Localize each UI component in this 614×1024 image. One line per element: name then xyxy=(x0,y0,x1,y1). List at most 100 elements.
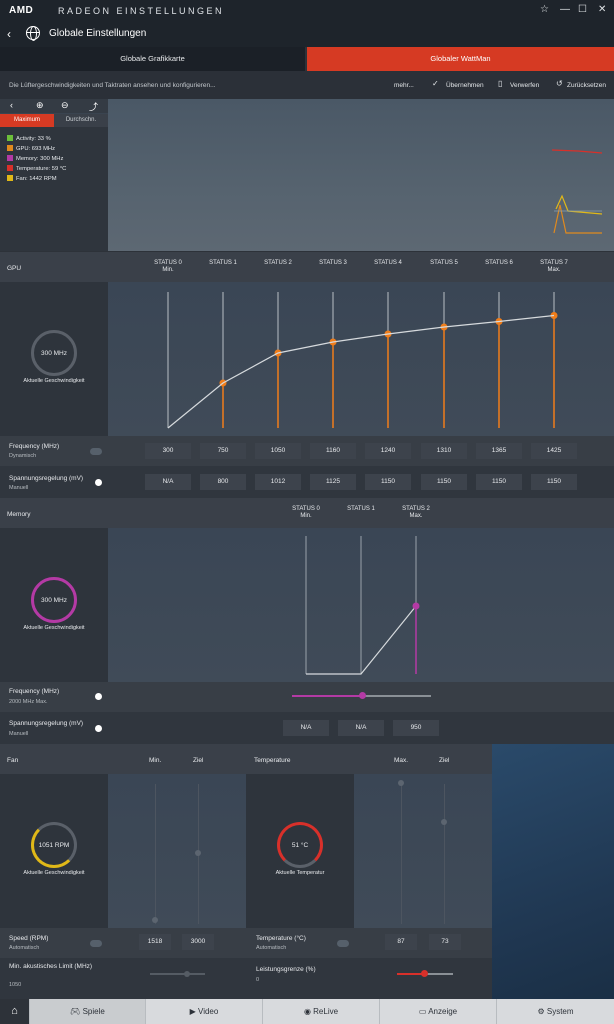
fan-min-value[interactable]: 1518 xyxy=(139,934,171,950)
gpu-freq-cell[interactable]: 1160 xyxy=(310,443,356,459)
nav-system[interactable]: ⚙ System xyxy=(537,1007,574,1016)
gpu-state-6: STATUS 6 xyxy=(485,260,513,266)
gpu-freq-cell[interactable]: 750 xyxy=(200,443,246,459)
fan-target-value[interactable]: 3000 xyxy=(182,934,214,950)
acoustic-limit-label: Min. akustisches Limit (MHz) xyxy=(9,963,93,970)
discard-icon[interactable]: ▯ xyxy=(498,79,503,88)
legend-activity[interactable]: Activity: 33 % xyxy=(7,135,51,142)
gpu-freq-cell[interactable]: 1425 xyxy=(531,443,577,459)
gpu-volt-cell[interactable]: 1125 xyxy=(310,474,356,490)
gpu-freq-cell[interactable]: 1240 xyxy=(365,443,411,459)
export-icon[interactable]: ⤴ xyxy=(89,102,99,112)
zoom-in-icon[interactable]: ⊕ xyxy=(36,100,44,110)
nav-display[interactable]: ▭ Anzeige xyxy=(380,999,497,1024)
temperature-target-value[interactable]: 73 xyxy=(429,934,461,950)
fan-target-handle[interactable] xyxy=(195,850,201,856)
back-icon[interactable]: ‹ xyxy=(7,27,11,41)
tab-global-wattman[interactable]: Globaler WattMan xyxy=(307,47,614,71)
temperature-mode: Automatisch xyxy=(256,945,287,951)
memory-frequency-slider-thumb[interactable] xyxy=(358,692,366,699)
graph-back-icon[interactable]: ‹ xyxy=(10,100,13,110)
home-icon[interactable]: ⌂ xyxy=(0,999,30,1024)
gpu-voltage-mode: Manuell xyxy=(9,485,29,491)
temperature-target-handle[interactable] xyxy=(441,819,447,825)
title-bar xyxy=(0,0,614,22)
legend-gpu[interactable]: GPU: 693 MHz xyxy=(7,145,55,152)
legend-temperature[interactable]: Temperature: 59 °C xyxy=(7,165,66,172)
gpu-freq-cell[interactable]: 1310 xyxy=(421,443,467,459)
gpu-state-7: STATUS 7 Max. xyxy=(540,260,568,273)
temperature-max-value[interactable]: 87 xyxy=(385,934,417,950)
discard-button[interactable]: Verwerfen xyxy=(510,82,540,89)
fan-chart xyxy=(108,774,246,928)
more-link[interactable]: mehr... xyxy=(394,82,414,89)
check-icon[interactable]: ✓ xyxy=(432,79,439,88)
tab-average[interactable]: Durchschn. xyxy=(54,114,108,127)
nav-games[interactable]: 🎮︎ Spiele xyxy=(30,999,146,1024)
acoustic-limit-value: 1050 xyxy=(9,982,22,988)
gpu-volt-cell[interactable]: 1150 xyxy=(476,474,522,490)
gpu-volt-cell[interactable]: 1012 xyxy=(255,474,301,490)
memory-frequency-slider[interactable] xyxy=(292,692,431,699)
gpu-state-4: STATUS 4 xyxy=(374,260,402,266)
minimize-button[interactable]: — xyxy=(560,4,570,15)
power-limit-slider[interactable] xyxy=(397,970,453,977)
legend-fan[interactable]: Fan: 1442 RPM xyxy=(7,175,57,182)
nav-video[interactable]: ▶ Video xyxy=(146,999,263,1024)
gpu-freq-cell[interactable]: 300 xyxy=(145,443,191,459)
app-title: RADEON EINSTELLUNGEN xyxy=(58,6,225,16)
page-header xyxy=(0,22,614,47)
memory-frequency-slider-fill xyxy=(292,695,362,697)
nav-relive[interactable]: ◉ ReLive xyxy=(263,999,380,1024)
memory-voltage-mode: Manuell xyxy=(9,731,29,737)
gpu-freq-cell[interactable]: 1050 xyxy=(255,443,301,459)
fan-min-handle[interactable] xyxy=(152,917,158,923)
action-bar xyxy=(0,71,614,99)
gpu-frequency-toggle[interactable] xyxy=(90,448,102,455)
apply-button[interactable]: Übernehmen xyxy=(446,82,484,89)
temperature-c-label: Temperature (°C) xyxy=(256,935,306,942)
monitor-graph-lines xyxy=(551,149,603,234)
gpu-section-header xyxy=(0,252,614,282)
gpu-state-1: STATUS 1 xyxy=(209,260,237,266)
gamepad-icon: 🎮︎ xyxy=(70,1007,83,1016)
memory-curve-svg xyxy=(305,536,420,675)
reset-icon[interactable]: ↺ xyxy=(556,79,563,88)
gpu-volt-cell[interactable]: 1150 xyxy=(531,474,577,490)
gpu-freq-cell[interactable]: 1365 xyxy=(476,443,522,459)
memory-frequency-label: Frequency (MHz) xyxy=(9,688,60,695)
memory-speed-gauge xyxy=(31,577,77,623)
close-button[interactable]: ✕ xyxy=(598,4,607,15)
memory-volt-cell[interactable]: N/A xyxy=(338,720,384,736)
tab-maximum[interactable]: Maximum xyxy=(0,114,54,127)
monitor-graph xyxy=(108,99,614,251)
gpu-volt-cell[interactable]: 1150 xyxy=(421,474,467,490)
power-limit-thumb[interactable] xyxy=(421,970,428,977)
power-limit-value: 0 xyxy=(256,977,260,983)
fan-speed-toggle[interactable] xyxy=(90,940,102,947)
reset-button[interactable]: Zurücksetzen xyxy=(567,82,607,89)
temperature-gauge xyxy=(277,822,323,868)
gpu-voltage-toggle[interactable] xyxy=(95,479,102,486)
tab-global-graphics[interactable]: Globale Grafikkarte xyxy=(0,47,305,71)
temperature-toggle[interactable] xyxy=(337,940,349,947)
gpu-volt-cell[interactable]: 1150 xyxy=(365,474,411,490)
gpu-state-3: STATUS 3 xyxy=(319,260,347,266)
acoustic-limit-thumb[interactable] xyxy=(184,971,190,977)
memory-volt-cell[interactable]: 950 xyxy=(393,720,439,736)
temperature-section-title: Temperature xyxy=(254,757,291,764)
memory-voltage-toggle[interactable] xyxy=(95,725,102,732)
gpu-volt-cell[interactable]: N/A xyxy=(145,474,191,490)
gpu-volt-cell[interactable]: 800 xyxy=(200,474,246,490)
background-strip xyxy=(492,744,614,999)
favorite-icon[interactable]: ☆ xyxy=(540,4,549,15)
legend-memory[interactable]: Memory: 300 MHz xyxy=(7,155,63,162)
memory-volt-cell[interactable]: N/A xyxy=(283,720,329,736)
gpu-section-title: GPU xyxy=(7,265,22,272)
memory-frequency-toggle[interactable] xyxy=(95,693,102,700)
memory-state-dot[interactable] xyxy=(412,602,420,610)
maximize-button[interactable]: ☐ xyxy=(578,4,587,15)
temperature-max-handle[interactable] xyxy=(398,780,404,786)
zoom-out-icon[interactable]: ⊖ xyxy=(61,100,69,110)
acoustic-limit-slider[interactable] xyxy=(150,973,205,975)
